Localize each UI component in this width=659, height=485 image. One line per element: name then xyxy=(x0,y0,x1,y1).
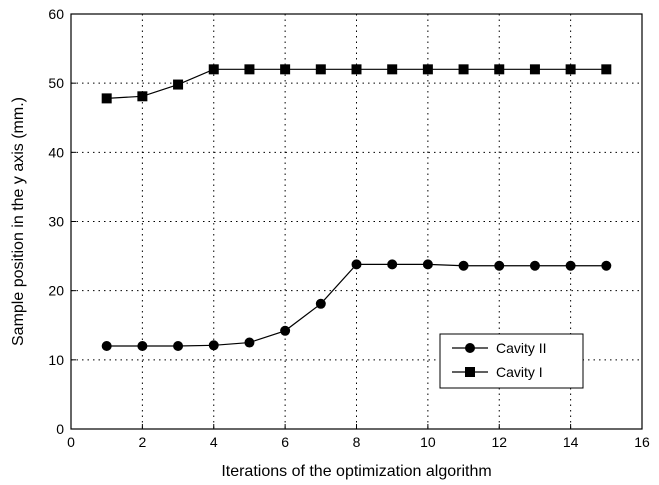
data-point-square xyxy=(458,64,469,75)
x-axis-title: Iterations of the optimization algorithm xyxy=(221,463,491,480)
data-point-square xyxy=(529,64,540,75)
legend-label: Cavity II xyxy=(496,340,547,356)
data-point-circle xyxy=(565,260,576,271)
data-point-circle xyxy=(173,341,184,351)
data-point-circle xyxy=(351,259,362,270)
data-point-square xyxy=(351,64,362,75)
series-layer xyxy=(101,64,612,351)
legend: Cavity II Cavity I xyxy=(439,333,584,389)
y-tick-label: 20 xyxy=(48,283,64,299)
legend-item: Cavity I xyxy=(452,364,543,380)
y-tick-label: 0 xyxy=(56,421,64,437)
x-tick-label: 4 xyxy=(210,434,218,450)
x-tick-label: 16 xyxy=(634,434,650,450)
y-tick-label: 50 xyxy=(48,75,64,91)
y-tick-label: 40 xyxy=(48,144,64,160)
x-tick-label: 6 xyxy=(281,434,289,450)
series-0 xyxy=(101,259,612,351)
y-tick-label: 10 xyxy=(48,352,64,368)
data-point-circle xyxy=(387,259,398,270)
legend-marker-circle xyxy=(465,343,475,353)
x-tick-label: 8 xyxy=(353,434,361,450)
data-point-square xyxy=(422,64,433,75)
data-point-square xyxy=(387,64,398,75)
data-point-circle xyxy=(208,340,219,351)
legend-item: Cavity II xyxy=(452,340,547,356)
data-point-square xyxy=(137,91,148,102)
data-point-square xyxy=(244,64,255,75)
data-point-circle xyxy=(315,298,326,309)
y-tick-label: 30 xyxy=(48,214,64,230)
data-point-square xyxy=(494,64,505,75)
data-point-circle xyxy=(494,260,505,271)
data-point-square xyxy=(101,93,112,104)
data-point-square xyxy=(208,64,219,75)
data-point-circle xyxy=(101,341,112,351)
data-point-square xyxy=(565,64,576,75)
data-point-circle xyxy=(601,260,612,271)
x-tick-label: 0 xyxy=(67,434,75,450)
x-tick-label: 2 xyxy=(138,434,146,450)
y-tick-label: 60 xyxy=(48,6,64,22)
data-point-square xyxy=(173,79,184,90)
data-point-circle xyxy=(280,325,291,336)
data-point-circle xyxy=(422,259,433,270)
legend-label: Cavity I xyxy=(496,364,543,380)
data-point-circle xyxy=(458,260,469,271)
data-point-circle xyxy=(244,337,255,348)
y-axis-title: Sample position in the y axis (mm.) xyxy=(10,97,27,346)
legend-box xyxy=(439,333,584,389)
legend-marker-square xyxy=(465,367,475,377)
data-point-square xyxy=(601,64,612,75)
data-point-square xyxy=(280,64,291,75)
series-1 xyxy=(101,64,612,104)
data-point-circle xyxy=(137,341,148,351)
data-point-circle xyxy=(529,260,540,271)
x-tick-label: 10 xyxy=(420,434,436,450)
axis-ticks: 0 2 4 6 8 10 12 14 16 0 10 20 30 40 50 60 xyxy=(48,6,650,450)
data-point-square xyxy=(315,64,326,75)
x-tick-label: 12 xyxy=(491,434,507,450)
x-tick-label: 14 xyxy=(563,434,579,450)
